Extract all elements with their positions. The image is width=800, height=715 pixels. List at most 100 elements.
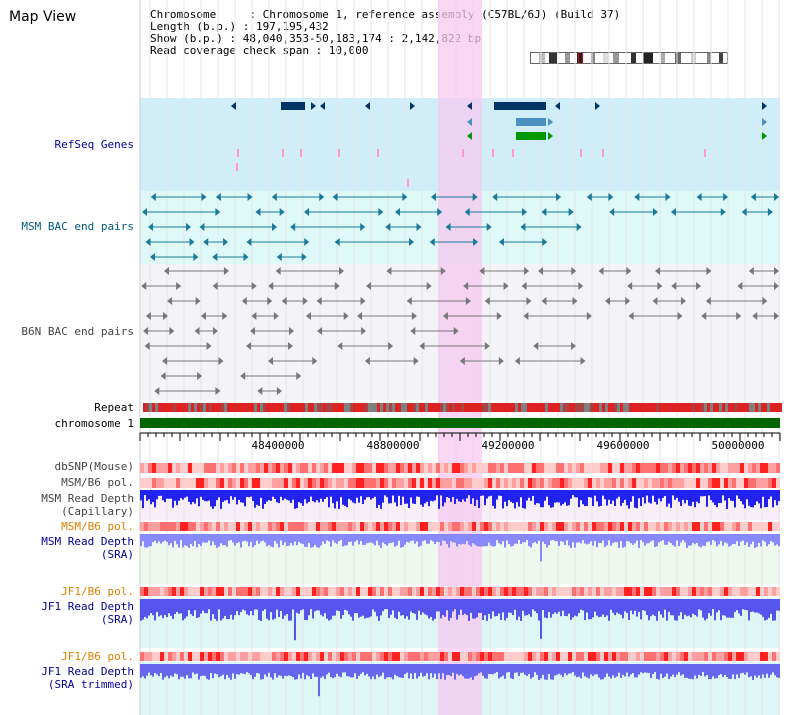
jf1-depth-sra-bar bbox=[374, 599, 376, 612]
repeat-block bbox=[656, 403, 659, 412]
repeat-block bbox=[707, 403, 710, 412]
jf1-depth-trim-bar bbox=[144, 664, 146, 679]
msm-b6-pol-strip bbox=[292, 522, 296, 531]
jf1-depth-trim-bar bbox=[592, 664, 594, 677]
track-label-msm-b6-pol-2[interactable]: MSM/B6 pol. bbox=[61, 520, 134, 533]
dbsnp-strip bbox=[184, 463, 188, 473]
msm-b6-pol-strip bbox=[584, 478, 588, 488]
track-label-b6n-bac[interactable]: B6N BAC end pairs bbox=[21, 325, 134, 338]
repeat-block bbox=[527, 403, 530, 412]
dbsnp-strip bbox=[204, 463, 208, 473]
track-label-refseq[interactable]: RefSeq Genes bbox=[54, 138, 134, 151]
jf1-depth-trim-bar bbox=[352, 664, 354, 678]
dbsnp-strip bbox=[636, 463, 640, 473]
repeat-block bbox=[428, 403, 431, 412]
dbsnp-strip bbox=[372, 463, 376, 473]
msm-depth-sra-bar bbox=[460, 534, 462, 545]
jf1-depth-sra-bar bbox=[684, 599, 686, 615]
msm-b6-pol-strip bbox=[704, 478, 708, 488]
msm-depth-cap-bar bbox=[200, 490, 202, 497]
track-label-jf1-b6-pol-1[interactable]: JF1/B6 pol. bbox=[61, 585, 134, 598]
msm-depth-sra-bar bbox=[468, 534, 470, 545]
track-label-dbsnp[interactable]: dbSNP(Mouse) bbox=[54, 460, 134, 473]
jf1-b6-pol-strip bbox=[188, 652, 192, 661]
repeat-block bbox=[542, 403, 545, 412]
msm-depth-cap-bar bbox=[468, 490, 470, 496]
msm-depth-sra-bar bbox=[278, 534, 280, 548]
chromosome-ideogram[interactable] bbox=[530, 52, 728, 64]
jf1-depth-trim-bar bbox=[362, 664, 364, 673]
jf1-b6-pol-strip bbox=[692, 652, 696, 661]
dbsnp-strip bbox=[460, 463, 464, 473]
jf1-depth-sra-bar bbox=[634, 599, 636, 611]
msm-depth-sra-bar bbox=[324, 534, 326, 544]
jf1-depth-trim-bar bbox=[408, 664, 410, 679]
repeat-block bbox=[329, 403, 332, 412]
msm-b6-pol-strip bbox=[664, 478, 668, 488]
track-label-jf1-b6-pol-2[interactable]: JF1/B6 pol. bbox=[61, 650, 134, 663]
dbsnp-strip bbox=[380, 463, 384, 473]
jf1-b6-pol-strip bbox=[240, 652, 244, 661]
repeat-block bbox=[143, 403, 146, 412]
track-label-jf1-depth-trim[interactable]: JF1 Read Depth bbox=[41, 665, 134, 678]
jf1-depth-sra-bar bbox=[316, 599, 318, 611]
repeat-block bbox=[284, 403, 287, 412]
jf1-b6-pol-strip bbox=[500, 587, 504, 596]
jf1-depth-sra-bar bbox=[406, 599, 408, 617]
jf1-b6-pol-strip bbox=[284, 587, 288, 596]
msm-b6-pol-strip bbox=[568, 522, 572, 531]
track-label-msm-depth-cap[interactable]: MSM Read Depth bbox=[41, 492, 134, 505]
msm-b6-pol-strip bbox=[464, 522, 468, 531]
jf1-depth-trim-bar bbox=[426, 664, 428, 674]
jf1-depth-trim-bar bbox=[686, 664, 688, 678]
jf1-b6-pol-strip bbox=[168, 587, 172, 596]
track-label-msm-depth-sra-sub: (SRA) bbox=[100, 548, 134, 561]
jf1-depth-sra-bar bbox=[214, 599, 216, 619]
msm-b6-pol-strip bbox=[264, 522, 268, 531]
jf1-depth-sra-bar bbox=[586, 599, 588, 613]
msm-depth-sra-bar bbox=[482, 534, 484, 547]
jf1-depth-trim-bar bbox=[280, 664, 282, 676]
track-label-msm-depth-sra[interactable]: MSM Read Depth bbox=[41, 535, 134, 548]
msm-depth-cap-bar bbox=[766, 490, 768, 507]
jf1-depth-sra-bar bbox=[588, 599, 590, 620]
jf1-depth-sra-bar bbox=[446, 599, 448, 611]
track-label-chromosome[interactable]: chromosome 1 bbox=[54, 417, 134, 430]
repeat-block bbox=[545, 403, 548, 412]
jf1-b6-pol-strip bbox=[184, 587, 188, 596]
msm-depth-sra-bar bbox=[504, 534, 506, 548]
jf1-depth-sra-bar bbox=[236, 599, 238, 612]
msm-bac-end bbox=[360, 223, 366, 231]
jf1-b6-pol-strip bbox=[488, 587, 492, 596]
track-label-repeat[interactable]: Repeat bbox=[94, 401, 134, 414]
msm-b6-pol-strip bbox=[268, 478, 272, 488]
repeat-block bbox=[704, 403, 707, 412]
msm-b6-pol-strip bbox=[772, 478, 776, 488]
msm-b6-pol-strip bbox=[468, 478, 472, 488]
jf1-depth-trim-bar bbox=[546, 664, 548, 680]
msm-depth-cap-bar bbox=[540, 490, 542, 508]
msm-depth-sra-bar bbox=[210, 534, 212, 546]
msm-depth-sra-bar bbox=[180, 534, 182, 541]
msm-depth-cap-bar bbox=[192, 490, 194, 503]
msm-depth-sra-bar bbox=[582, 534, 584, 541]
msm-depth-cap-bar bbox=[418, 490, 420, 497]
track-label-msm-bac[interactable]: MSM BAC end pairs bbox=[21, 220, 134, 233]
track-label-jf1-depth-sra[interactable]: JF1 Read Depth bbox=[41, 600, 134, 613]
repeat-block bbox=[272, 403, 275, 412]
dbsnp-strip bbox=[652, 463, 656, 473]
jf1-b6-pol-strip bbox=[212, 652, 216, 661]
jf1-depth-trim-bar bbox=[582, 664, 584, 673]
msm-b6-pol-strip bbox=[508, 522, 512, 531]
jf1-depth-trim-bar bbox=[590, 664, 592, 675]
msm-b6-pol-strip bbox=[684, 478, 688, 488]
jf1-b6-pol-strip bbox=[368, 587, 372, 596]
msm-depth-cap-bar bbox=[248, 490, 250, 498]
dbsnp-strip bbox=[484, 463, 488, 473]
msm-bac-end bbox=[201, 193, 207, 201]
msm-b6-pol-strip bbox=[432, 522, 436, 531]
track-label-msm-b6-pol-1[interactable]: MSM/B6 pol. bbox=[61, 476, 134, 489]
jf1-b6-pol-strip bbox=[288, 587, 292, 596]
msm-depth-cap-bar bbox=[440, 490, 442, 496]
